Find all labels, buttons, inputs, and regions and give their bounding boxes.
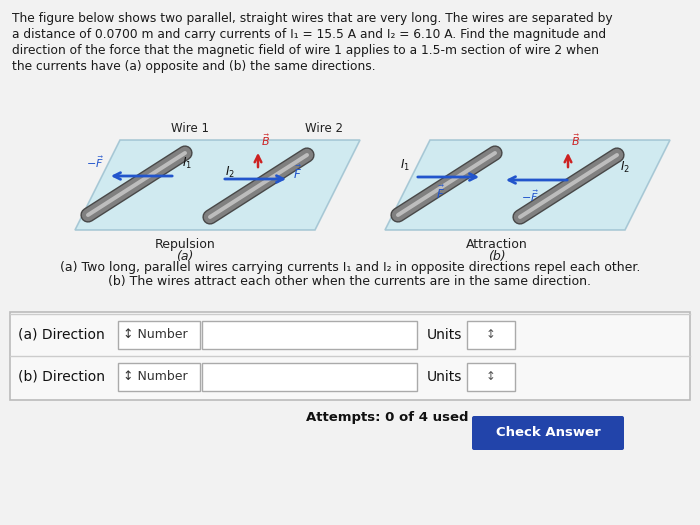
Text: $\vec{B}$: $\vec{B}$ [571,132,580,148]
Text: $I_2$: $I_2$ [620,160,630,174]
Text: $I_1$: $I_1$ [400,158,410,173]
FancyBboxPatch shape [467,363,515,391]
Text: ↕ Number: ↕ Number [123,371,188,383]
Text: the currents have (a) opposite and (b) the same directions.: the currents have (a) opposite and (b) t… [12,60,376,73]
FancyBboxPatch shape [118,363,200,391]
Text: (a) Direction: (a) Direction [18,328,105,342]
Text: Attempts: 0 of 4 used: Attempts: 0 of 4 used [305,411,468,424]
FancyBboxPatch shape [202,321,417,349]
Text: Wire 1: Wire 1 [171,122,209,135]
Text: (a) Two long, parallel wires carrying currents I₁ and I₂ in opposite directions : (a) Two long, parallel wires carrying cu… [60,261,640,274]
FancyBboxPatch shape [202,363,417,391]
Text: ↕: ↕ [486,329,496,341]
Text: Units: Units [427,370,463,384]
Polygon shape [75,140,360,230]
Text: $I_1$: $I_1$ [182,155,192,171]
Text: $\vec{B}$: $\vec{B}$ [261,132,270,148]
FancyBboxPatch shape [472,416,624,450]
Text: direction of the force that the magnetic field of wire 1 applies to a 1.5-m sect: direction of the force that the magnetic… [12,44,599,57]
Text: Attraction: Attraction [466,238,528,251]
Text: (b): (b) [488,250,506,263]
Polygon shape [385,140,670,230]
Text: (b) The wires attract each other when the currents are in the same direction.: (b) The wires attract each other when th… [108,275,592,288]
FancyBboxPatch shape [118,321,200,349]
Text: $\vec{F}$: $\vec{F}$ [435,185,444,202]
Text: $-\vec{F}$: $-\vec{F}$ [521,188,539,204]
Text: Check Answer: Check Answer [496,426,601,439]
Text: Units: Units [427,328,463,342]
Text: The figure below shows two parallel, straight wires that are very long. The wire: The figure below shows two parallel, str… [12,12,612,25]
Text: $\vec{F}$: $\vec{F}$ [293,164,302,182]
FancyBboxPatch shape [467,321,515,349]
FancyBboxPatch shape [10,312,690,400]
Text: ↕: ↕ [486,371,496,383]
Text: (b) Direction: (b) Direction [18,370,105,384]
Text: (a): (a) [176,250,194,263]
Text: a distance of 0.0700 m and carry currents of I₁ = 15.5 A and I₂ = 6.10 A. Find t: a distance of 0.0700 m and carry current… [12,28,606,41]
Text: Wire 2: Wire 2 [305,122,343,135]
Text: $I_2$: $I_2$ [225,164,235,180]
Text: Repulsion: Repulsion [155,238,216,251]
Text: ↕ Number: ↕ Number [123,329,188,341]
Text: $-\vec{F}$: $-\vec{F}$ [86,154,104,170]
